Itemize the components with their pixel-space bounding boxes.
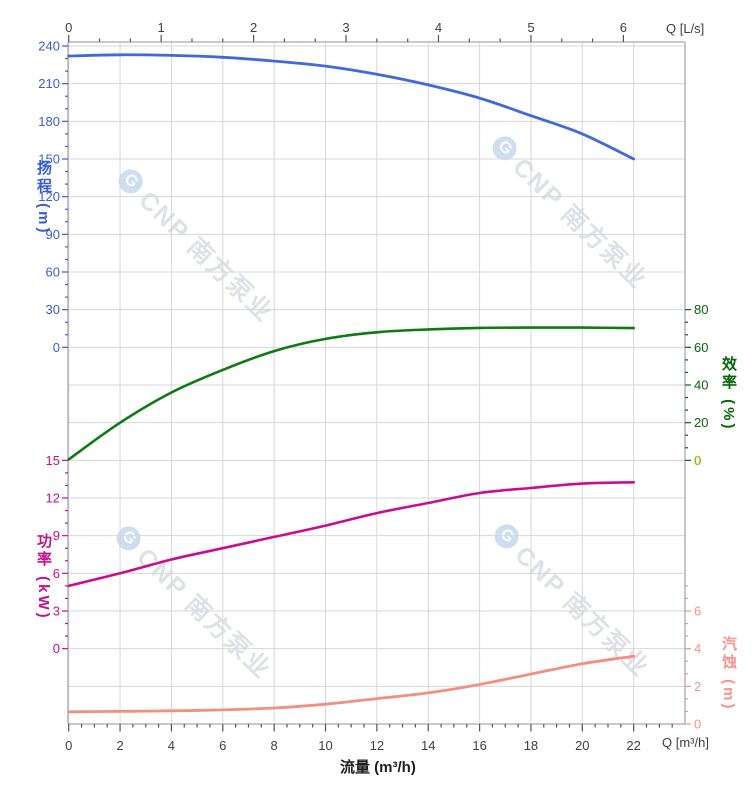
svg-text:90: 90 (46, 227, 60, 242)
svg-text:10: 10 (318, 738, 332, 753)
flow-axis-title: 流量 (m³/h) (340, 759, 416, 776)
npsh-axis-title: 汽蚀 (m) (720, 636, 737, 712)
svg-text:3: 3 (53, 604, 60, 619)
svg-text:4: 4 (435, 20, 442, 35)
efficiency-axis-labels: 80 60 40 20 0 (694, 302, 709, 468)
svg-text:3: 3 (342, 20, 349, 35)
svg-text:60: 60 (694, 340, 708, 355)
svg-text:1: 1 (158, 20, 165, 35)
svg-text:0: 0 (53, 340, 60, 355)
svg-text:180: 180 (38, 114, 60, 129)
bottom-axis-ticks (68, 724, 673, 732)
svg-text:6: 6 (53, 566, 60, 581)
svg-text:120: 120 (38, 189, 60, 204)
svg-text:4: 4 (694, 641, 701, 656)
svg-text:9: 9 (53, 528, 60, 543)
svg-text:2: 2 (116, 738, 123, 753)
bottom-axis-labels: 0 2 4 6 8 10 12 14 16 18 20 22 (65, 738, 641, 753)
svg-text:240: 240 (38, 39, 60, 54)
svg-text:22: 22 (626, 738, 640, 753)
svg-text:12: 12 (46, 491, 60, 506)
top-axis-labels: 0 1 2 3 4 5 6 (65, 20, 627, 35)
svg-text:150: 150 (38, 152, 60, 167)
svg-text:14: 14 (421, 738, 435, 753)
efficiency-axis-title: 效率 (%) (720, 356, 737, 432)
svg-text:6: 6 (620, 20, 627, 35)
svg-text:4: 4 (168, 738, 175, 753)
svg-text:20: 20 (694, 415, 708, 430)
svg-text:5: 5 (527, 20, 534, 35)
bottom-axis-unit-label: Q [m³/h] (662, 735, 709, 750)
svg-text:0: 0 (53, 641, 60, 656)
head-axis-labels: 240 210 180 150 120 90 60 30 0 (38, 39, 60, 355)
svg-text:0: 0 (694, 717, 701, 732)
svg-text:2: 2 (694, 679, 701, 694)
svg-text:60: 60 (46, 265, 60, 280)
svg-text:40: 40 (694, 378, 708, 393)
npsh-axis-labels: 6 4 2 0 (694, 604, 701, 732)
top-axis-unit-label: Q [L/s] (666, 21, 705, 36)
power-axis-title: 功率 (kW) (35, 533, 52, 621)
npsh-curve (67, 654, 636, 714)
power-curve (67, 481, 635, 588)
svg-text:2: 2 (250, 20, 257, 35)
svg-text:30: 30 (46, 302, 60, 317)
svg-text:18: 18 (524, 738, 538, 753)
svg-text:12: 12 (370, 738, 384, 753)
svg-text:80: 80 (694, 302, 708, 317)
svg-text:6: 6 (219, 738, 226, 753)
svg-text:210: 210 (38, 76, 60, 91)
head-axis-title: 扬程 (m) (35, 160, 52, 236)
power-axis-ticks (62, 459, 68, 650)
svg-text:16: 16 (472, 738, 486, 753)
head-axis-ticks (62, 45, 68, 348)
efficiency-curve (67, 326, 635, 461)
svg-text:0: 0 (65, 20, 72, 35)
power-axis-labels: 15 12 9 6 3 0 (46, 453, 60, 656)
head-curve (67, 53, 636, 161)
gridlines (68, 42, 685, 725)
svg-text:8: 8 (271, 738, 278, 753)
svg-text:20: 20 (575, 738, 589, 753)
top-axis-ticks (68, 35, 624, 42)
efficiency-axis-ticks (685, 309, 691, 461)
svg-text:6: 6 (694, 604, 701, 619)
svg-text:0: 0 (694, 453, 701, 468)
npsh-axis-ticks (685, 585, 691, 725)
svg-text:15: 15 (46, 453, 60, 468)
svg-text:0: 0 (65, 738, 72, 753)
